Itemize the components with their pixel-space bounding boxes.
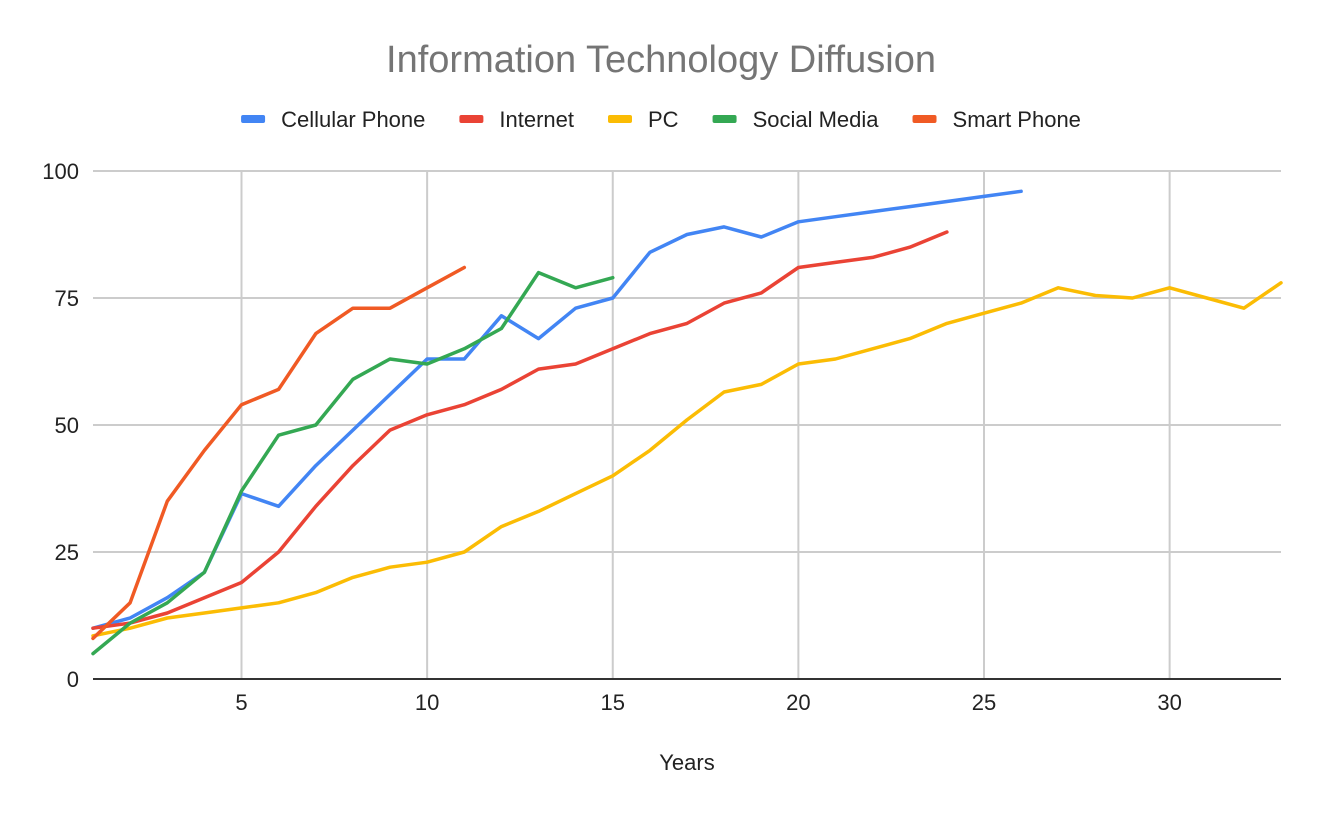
y-tick-label: 50 xyxy=(55,413,79,438)
legend-label: Social Media xyxy=(753,107,880,132)
chart-title: Information Technology Diffusion xyxy=(386,39,936,81)
series-line-smart-phone xyxy=(91,265,467,641)
x-tick-label: 30 xyxy=(1157,690,1181,715)
x-tick-label: 5 xyxy=(235,690,247,715)
x-tick-label: 10 xyxy=(415,690,439,715)
legend-swatch xyxy=(712,115,737,123)
legend-label: Smart Phone xyxy=(953,107,1081,132)
x-axis-title: Years xyxy=(659,750,714,775)
legend-item-smart-phone: Smart Phone xyxy=(912,107,1081,132)
legend-swatch xyxy=(241,115,266,123)
y-tick-label: 25 xyxy=(55,540,79,565)
legend-item-cellular-phone: Cellular Phone xyxy=(241,107,425,132)
legend-label: Cellular Phone xyxy=(281,107,425,132)
y-tick-label: 0 xyxy=(67,667,79,692)
x-tick-label: 20 xyxy=(786,690,810,715)
axis-tick-labels: 0 25 50 75 100 5 10 15 20 25 30 xyxy=(42,159,1182,715)
series-lines xyxy=(91,189,1283,656)
legend-item-social-media: Social Media xyxy=(712,107,880,132)
y-tick-label: 100 xyxy=(42,159,79,184)
legend: Cellular Phone Internet PC Social Media Smar… xyxy=(241,107,1081,132)
gridlines xyxy=(93,170,1281,680)
y-tick-label: 75 xyxy=(55,286,79,311)
legend-swatch xyxy=(608,115,632,123)
series-line-pc xyxy=(91,281,1283,638)
legend-label: PC xyxy=(648,107,679,132)
legend-label: Internet xyxy=(499,107,574,132)
legend-swatch xyxy=(912,115,937,123)
series-line-cellular-phone xyxy=(91,189,1023,630)
legend-swatch xyxy=(459,115,484,123)
series-line-internet xyxy=(91,230,949,630)
series-line-social-media xyxy=(91,270,615,656)
x-tick-label: 15 xyxy=(601,690,625,715)
legend-item-internet: Internet xyxy=(459,107,574,132)
x-tick-label: 25 xyxy=(972,690,996,715)
legend-item-pc: PC xyxy=(608,107,679,132)
